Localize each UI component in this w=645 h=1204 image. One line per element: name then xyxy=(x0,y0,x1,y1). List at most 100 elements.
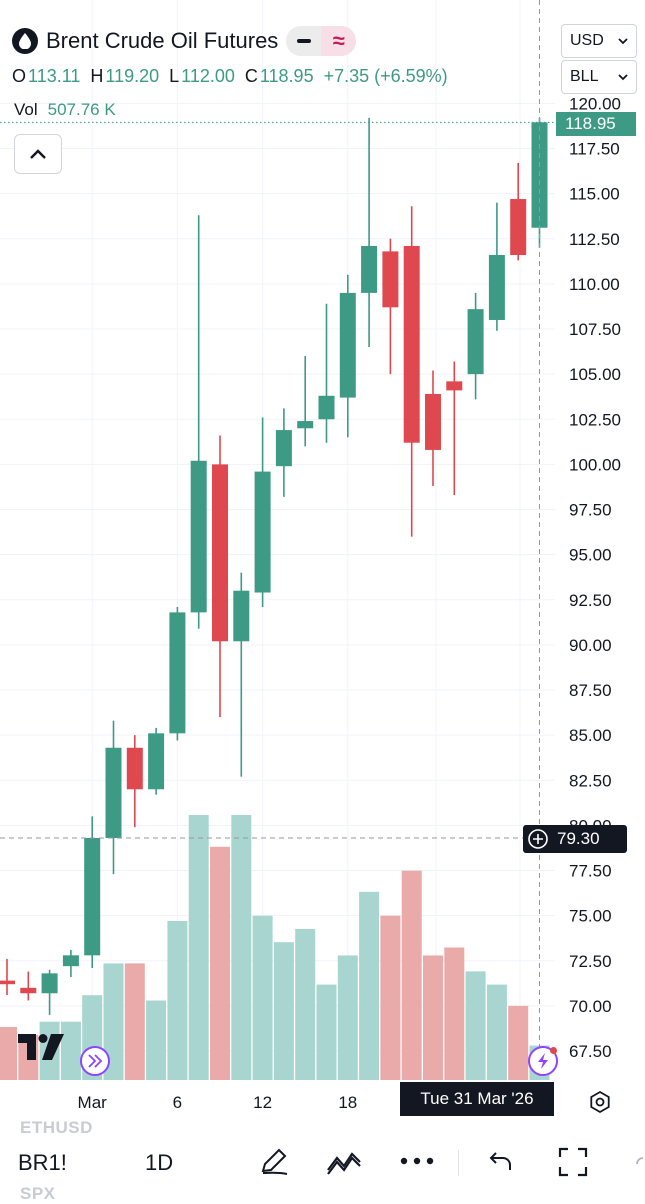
candle-body xyxy=(190,460,207,613)
volume-bar xyxy=(252,915,273,1080)
currency-select[interactable]: USD xyxy=(561,24,637,58)
crosshair-date-tag: Tue 31 Mar '26 xyxy=(400,1082,554,1116)
y-tick-label: 75.00 xyxy=(569,907,612,926)
close-value: 118.95 xyxy=(259,66,314,86)
y-tick-label: 102.50 xyxy=(569,410,621,429)
y-axis-labels: 67.5070.0072.5075.0077.5080.0082.5085.00… xyxy=(78,94,621,1112)
candle-body xyxy=(275,430,292,467)
chart-type-toggle[interactable]: ≈ xyxy=(286,26,357,56)
candle-body xyxy=(0,980,15,985)
candle-body xyxy=(126,747,143,790)
candle-body xyxy=(361,245,378,293)
y-tick-label: 92.50 xyxy=(569,591,612,610)
candle-body xyxy=(318,395,335,420)
change-value: +7.35 (+6.59%) xyxy=(323,66,448,86)
volume-bar xyxy=(124,963,145,1080)
y-tick-label: 97.50 xyxy=(569,501,612,520)
candle-body xyxy=(169,612,186,734)
indicators-icon[interactable] xyxy=(326,1148,362,1176)
undo-icon[interactable] xyxy=(488,1148,514,1174)
x-tick-label: 6 xyxy=(173,1093,182,1112)
candle-body xyxy=(488,254,505,320)
settings-gear-icon[interactable] xyxy=(588,1090,612,1114)
candle-body xyxy=(41,973,58,994)
volume-bar xyxy=(60,1021,81,1080)
symbol-header[interactable]: Brent Crude Oil Futures ≈ xyxy=(12,26,357,56)
chevron-down-icon xyxy=(618,74,628,81)
candle-body xyxy=(233,590,250,642)
crosshair-price-value: 79.30 xyxy=(557,829,600,848)
open-label: O xyxy=(12,66,27,86)
high-value: 119.20 xyxy=(105,66,160,86)
volume-value: 507.76 K xyxy=(47,100,116,119)
volume-bar xyxy=(359,891,380,1080)
crosshair-price-tag[interactable]: 79.30 xyxy=(523,825,627,853)
y-tick-label: 70.00 xyxy=(569,997,612,1016)
candle-body xyxy=(382,251,399,308)
more-options-icon[interactable] xyxy=(400,1156,434,1166)
x-tick-label: 12 xyxy=(253,1093,272,1112)
minus-icon[interactable] xyxy=(286,26,321,56)
unit-value: BLL xyxy=(570,68,599,85)
symbol-button[interactable]: BR1! xyxy=(18,1150,67,1175)
y-tick-label: 85.00 xyxy=(569,726,612,745)
volume-bar xyxy=(423,955,443,1080)
candle-body xyxy=(105,747,122,839)
volume-bar xyxy=(146,1000,167,1080)
candle-body xyxy=(148,733,165,790)
volume-bar xyxy=(444,947,465,1080)
grid-lines xyxy=(0,0,555,1080)
y-tick-label: 82.50 xyxy=(569,771,612,790)
oil-drop-icon xyxy=(12,28,38,54)
y-tick-label: 117.50 xyxy=(569,140,620,159)
low-label: L xyxy=(169,66,180,86)
interval-button[interactable]: 1D xyxy=(145,1150,174,1175)
volume-bar xyxy=(337,955,358,1080)
chevron-up-icon xyxy=(30,149,46,159)
volume-bar xyxy=(380,915,401,1080)
y-tick-label: 107.50 xyxy=(569,320,621,339)
candle-body xyxy=(467,309,484,375)
replay-icon[interactable] xyxy=(80,1046,110,1076)
toolbar-divider xyxy=(458,1150,459,1176)
candle-body xyxy=(254,471,271,593)
volume-bars xyxy=(0,815,550,1080)
candle-body xyxy=(339,292,356,398)
fullscreen-icon[interactable] xyxy=(557,1146,589,1178)
bottom-toolbar: ETHUSD BR1! SPX 1D xyxy=(0,1118,645,1203)
y-tick-label: 90.00 xyxy=(569,636,612,655)
candle-body xyxy=(62,955,79,967)
unit-select[interactable]: BLL xyxy=(561,60,637,94)
flash-alert-icon[interactable] xyxy=(528,1046,558,1076)
add-plus-icon[interactable] xyxy=(527,828,549,850)
collapse-legend-button[interactable] xyxy=(14,134,62,174)
candle-body xyxy=(84,838,101,956)
approx-icon[interactable]: ≈ xyxy=(321,26,357,56)
candle-body xyxy=(212,464,228,642)
crosshair-overlay xyxy=(0,0,555,1080)
y-tick-label: 115.00 xyxy=(569,185,620,204)
candle-body xyxy=(20,987,37,994)
ghost-symbol-below: SPX xyxy=(20,1184,56,1203)
y-tick-label: 95.00 xyxy=(569,546,612,565)
pencil-draw-icon[interactable] xyxy=(258,1146,290,1178)
candle-body xyxy=(425,393,441,450)
volume-bar xyxy=(486,984,507,1080)
chevron-down-icon xyxy=(618,38,628,45)
y-tick-label: 100.00 xyxy=(569,455,621,474)
candle-body xyxy=(510,199,527,255)
volume-bar xyxy=(167,921,188,1080)
open-value: 113.11 xyxy=(28,66,81,86)
currency-value: USD xyxy=(570,32,604,49)
volume-bar xyxy=(103,963,124,1080)
overflow-arrow-icon[interactable] xyxy=(633,1156,645,1170)
volume-bar xyxy=(188,815,209,1080)
y-tick-label: 105.00 xyxy=(569,365,621,384)
y-tick-label: 120.00 xyxy=(569,94,621,113)
volume-bar xyxy=(0,1027,17,1080)
x-tick-label: Mar xyxy=(78,1093,108,1112)
candles xyxy=(0,117,548,1015)
chart-title: Brent Crude Oil Futures xyxy=(46,28,279,53)
last-price-tag: 118.95 xyxy=(556,112,636,136)
